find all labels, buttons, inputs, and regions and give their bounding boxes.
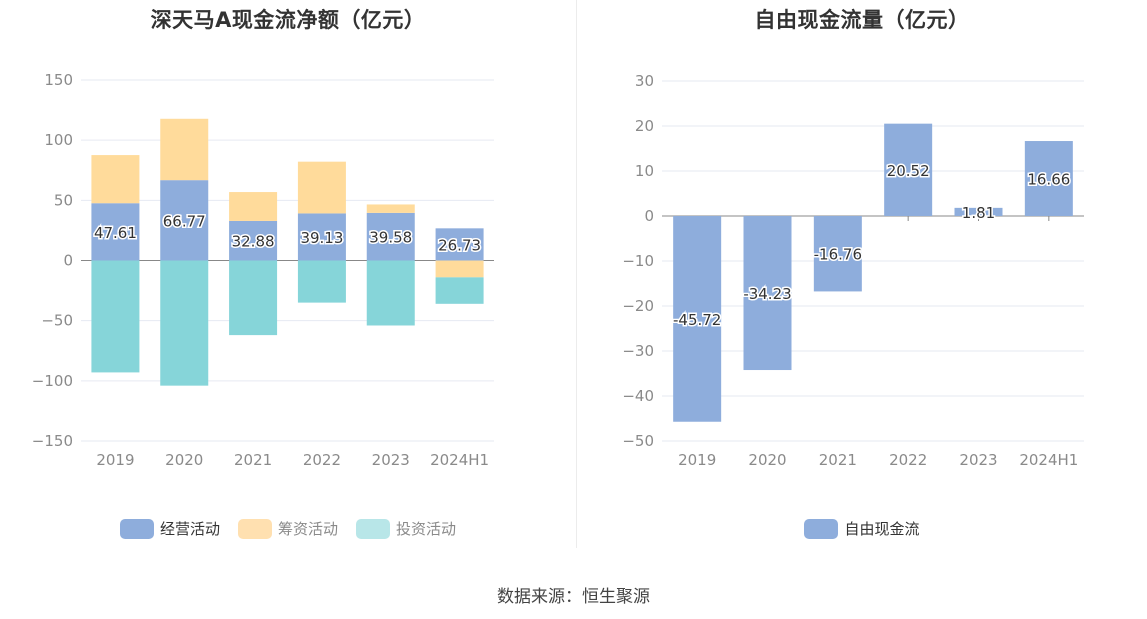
y-tick-label: 0 [63,252,73,270]
legend-swatch [804,518,839,539]
data-label: 1.81 [962,204,995,222]
x-tick-label: 2023 [372,451,410,469]
bar-投资活动 [91,260,140,373]
data-label: 39.58 [369,229,412,247]
data-label: 16.66 [1027,171,1070,189]
data-label: -16.76 [814,246,862,264]
y-tick-label: −20 [622,297,654,315]
chart-title: 自由现金流量（亿元） [754,8,970,32]
y-tick-label: −150 [32,432,73,450]
bar-经营活动 [91,203,140,261]
bar-筹资活动 [160,118,209,181]
bar-筹资活动 [366,204,415,213]
chart-title: 深天马A现金流净额（亿元） [150,8,426,32]
bar-筹资活动 [435,260,484,278]
y-tick-label: −50 [41,312,73,330]
y-tick-label: 30 [635,72,654,90]
y-tick-label: 0 [644,207,654,225]
x-tick-label: 2024H1 [1019,451,1078,469]
y-tick-label: 50 [54,191,73,209]
data-label: 66.77 [163,212,206,230]
legend-item-free-cashflow[interactable]: 自由现金流 [804,518,920,539]
data-label: 26.73 [438,236,481,254]
x-tick-label: 2021 [819,451,857,469]
y-tick-label: 100 [44,131,73,149]
cashflow-chart: 150 100 50 0 −50 −100 −150 2019 2020 2021 2022 2023… [32,71,494,469]
x-tick-label: 2021 [234,451,272,469]
bar-投资活动 [435,277,484,304]
x-tick-label: 2023 [959,451,997,469]
y-tick-label: −10 [622,252,654,270]
cashflow-chart-panel: 深天马A现金流净额（亿元） 150 100 50 0 −50 −100 −150 2019 20… [0,0,576,560]
bar-经营活动 [435,228,484,261]
bar-投资活动 [366,260,415,326]
bar-投资活动 [229,260,278,336]
y-tick-label: −40 [622,387,654,405]
free-cashflow-chart-panel: 自由现金流量（亿元） 30 20 10 0 −10 −20 −30 −40 −50 2019 202… [577,0,1147,560]
x-tick-label: 2020 [748,451,786,469]
y-tick-label: 150 [44,71,73,89]
bar-经营活动 [229,220,278,261]
data-label: 39.13 [300,229,343,247]
bar-筹资活动 [91,155,140,204]
legend-label: 投资活动 [396,520,457,538]
legend-swatch [237,518,272,539]
bar-自由现金流 [743,216,792,371]
legend: 经营活动 筹资活动 投资活动 [0,518,576,539]
y-tick-label: −100 [32,372,73,390]
legend-item-financing[interactable]: 筹资活动 [237,518,338,539]
bar-自由现金流 [1024,141,1073,216]
legend-swatch [119,518,154,539]
free-cashflow-chart: 30 20 10 0 −10 −20 −30 −40 −50 2019 2020 2021 2022 20… [622,72,1084,469]
data-label: 20.52 [887,162,930,180]
bar-自由现金流 [884,123,933,216]
legend-swatch [356,518,390,539]
data-label: -45.72 [673,311,721,329]
bar-自由现金流 [813,216,862,292]
y-tick-label: −50 [622,432,654,450]
bar-投资活动 [160,260,209,386]
x-tick-label: 2019 [678,451,716,469]
data-label: 32.88 [232,233,275,251]
bar-自由现金流 [954,207,1003,216]
bar-经营活动 [366,212,415,261]
bar-自由现金流 [673,216,722,422]
data-label: -34.23 [743,285,791,303]
x-tick-label: 2022 [889,451,927,469]
x-tick-label: 2022 [303,451,341,469]
legend-item-operating[interactable]: 经营活动 [119,518,220,539]
panel-divider [576,0,577,548]
y-tick-label: 20 [635,117,654,135]
bar-筹资活动 [297,161,346,214]
legend-label: 自由现金流 [844,520,920,538]
x-tick-label: 2019 [96,451,134,469]
x-tick-label: 2020 [165,451,203,469]
data-source-note: 数据来源：恒生聚源 [497,587,650,607]
x-tick-label: 2024H1 [430,451,489,469]
legend-label: 经营活动 [159,520,220,538]
bar-筹资活动 [229,192,278,221]
y-tick-label: 10 [635,162,654,180]
bar-经营活动 [160,180,209,261]
legend-item-investing[interactable]: 投资活动 [356,518,456,539]
bar-经营活动 [297,213,346,261]
legend: 自由现金流 [577,518,1147,539]
bar-投资活动 [297,260,346,303]
data-label: 47.61 [94,224,137,242]
y-tick-label: −30 [622,342,654,360]
legend-label: 筹资活动 [277,520,338,538]
